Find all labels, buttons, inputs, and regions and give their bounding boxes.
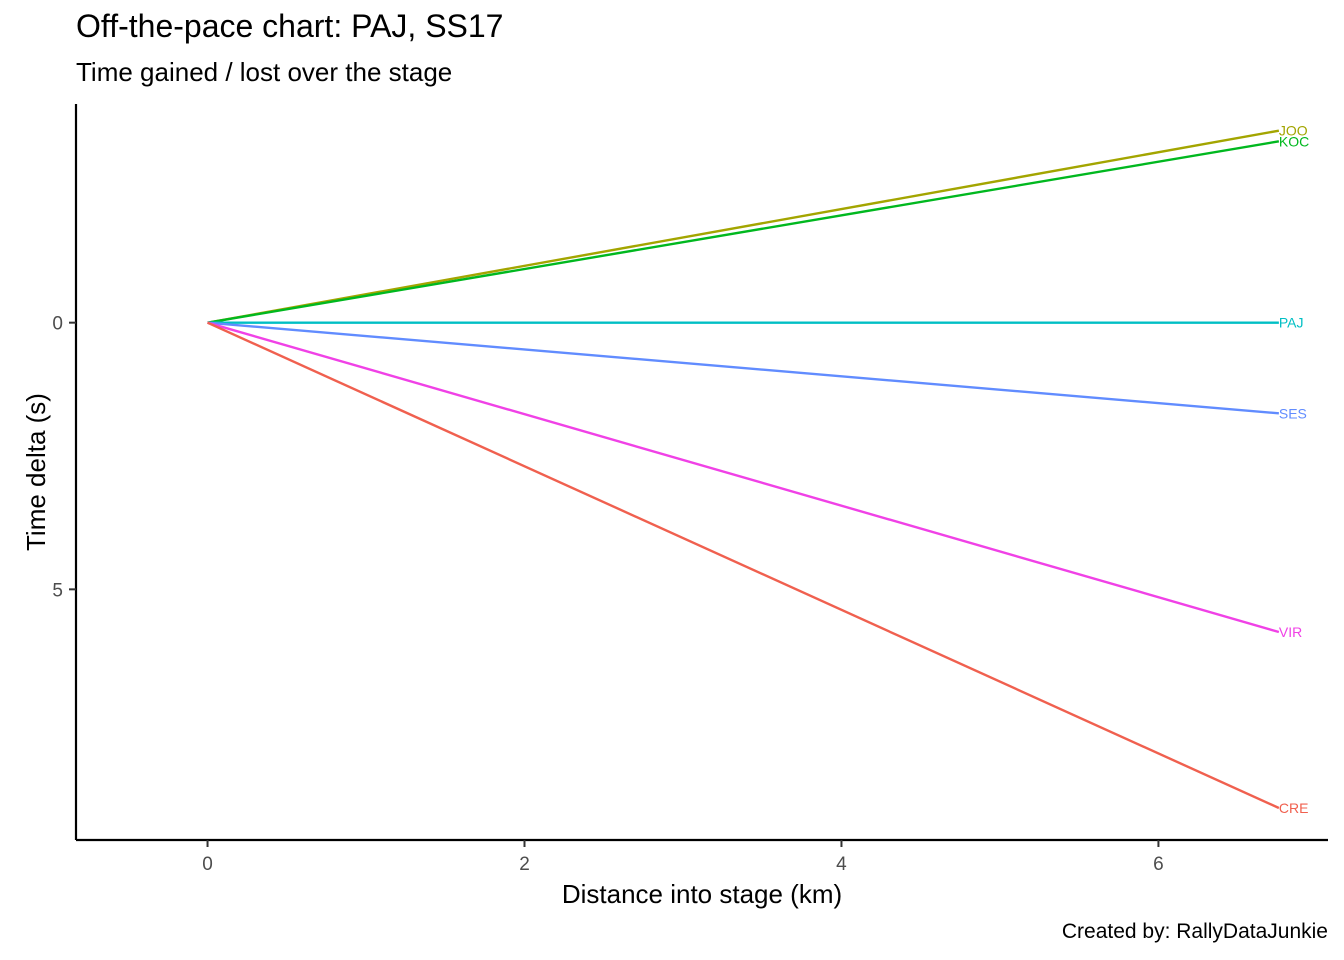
- chart-title: Off-the-pace chart: PAJ, SS17: [76, 8, 504, 44]
- x-tick-label: 2: [519, 854, 530, 875]
- series-label-ses: SES: [1279, 405, 1307, 421]
- y-tick-label: 5: [52, 580, 63, 601]
- series-line-cre: [207, 321, 1280, 810]
- series-lines: [207, 129, 1280, 810]
- axes: 0 2 4 6 0 5: [52, 104, 1328, 875]
- x-tick-label: 6: [1153, 854, 1164, 875]
- series-label-vir: VIR: [1279, 624, 1302, 640]
- series-label-koc: KOC: [1279, 133, 1309, 149]
- series-label-joo: JOO: [1279, 123, 1308, 139]
- series-label-paj: PAJ: [1279, 315, 1304, 331]
- chart-subtitle: Time gained / lost over the stage: [76, 57, 453, 87]
- series-line-joo: [207, 129, 1280, 324]
- series-line-koc: [207, 140, 1280, 324]
- x-axis-title: Distance into stage (km): [562, 879, 842, 909]
- x-tick-label: 4: [836, 854, 847, 875]
- y-tick-label: 0: [52, 314, 63, 335]
- x-tick-label: 0: [202, 854, 213, 875]
- series-label-cre: CRE: [1279, 800, 1309, 816]
- y-axis-title: Time delta (s): [21, 393, 51, 551]
- series-line-vir: [207, 321, 1280, 634]
- chart-caption: Created by: RallyDataJunkie: [1061, 920, 1328, 943]
- series-line-ses: [207, 321, 1279, 415]
